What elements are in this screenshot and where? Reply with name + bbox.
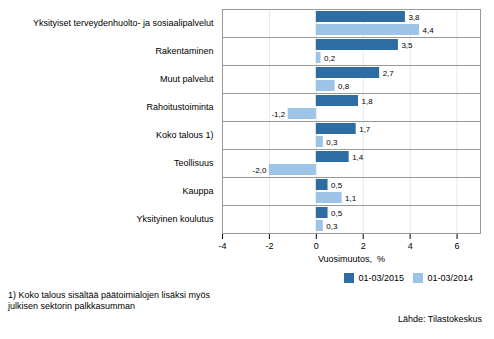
svg-text:1,7: 1,7 [359, 125, 371, 134]
html-text:Lähde: Tilastokeskus: Lähde: Tilastokeskus [397, 314, 482, 324]
svg-text:-2,0: -2,0 [253, 166, 267, 175]
svg-text:Koko talous 1): Koko talous 1) [156, 130, 214, 140]
svg-text:-1,2: -1,2 [271, 110, 285, 119]
svg-text:Vuosimuutos, %: Vuosimuutos, % [318, 254, 385, 264]
svg-text:3,8: 3,8 [408, 13, 420, 22]
svg-text:0,3: 0,3 [326, 222, 338, 231]
html-text:01-03/2015: 01-03/2015 [358, 272, 404, 283]
svg-text:6: 6 [455, 241, 460, 251]
svg-text:-2: -2 [265, 241, 273, 251]
svg-text:Yksityiset terveydenhuolto- ja: Yksityiset terveydenhuolto- ja sosiaalip… [33, 18, 214, 28]
svg-text:0,5: 0,5 [331, 209, 343, 218]
svg-text:4: 4 [408, 241, 413, 251]
svg-text:-4: -4 [218, 241, 226, 251]
svg-text:Kauppa: Kauppa [182, 186, 213, 196]
svg-text:1,4: 1,4 [352, 153, 364, 162]
svg-text:2,7: 2,7 [383, 69, 395, 78]
svg-text:0,3: 0,3 [326, 138, 338, 147]
svg-text:0: 0 [314, 241, 319, 251]
svg-text:Yksityinen koulutus: Yksityinen koulutus [136, 214, 214, 224]
svg-text:Muut palvelut: Muut palvelut [160, 74, 214, 84]
svg-text:3,5: 3,5 [401, 41, 413, 50]
html-text:1) Koko talous sisältää päätoi: 1) Koko talous sisältää päätoimialojen l… [8, 290, 211, 311]
svg-text:Teollisuus: Teollisuus [174, 158, 214, 168]
svg-text:0,5: 0,5 [331, 181, 343, 190]
svg-text:4,4: 4,4 [423, 26, 435, 35]
svg-text:0,8: 0,8 [338, 82, 350, 91]
svg-text:Rahoitustoiminta: Rahoitustoiminta [146, 102, 213, 112]
svg-text:1,8: 1,8 [362, 97, 374, 106]
svg-text:2: 2 [361, 241, 366, 251]
svg-text:Rakentaminen: Rakentaminen [155, 46, 213, 56]
svg-text:0,2: 0,2 [324, 54, 336, 63]
svg-text:1,1: 1,1 [345, 194, 357, 203]
html-text:01-03/2014: 01-03/2014 [427, 272, 473, 283]
